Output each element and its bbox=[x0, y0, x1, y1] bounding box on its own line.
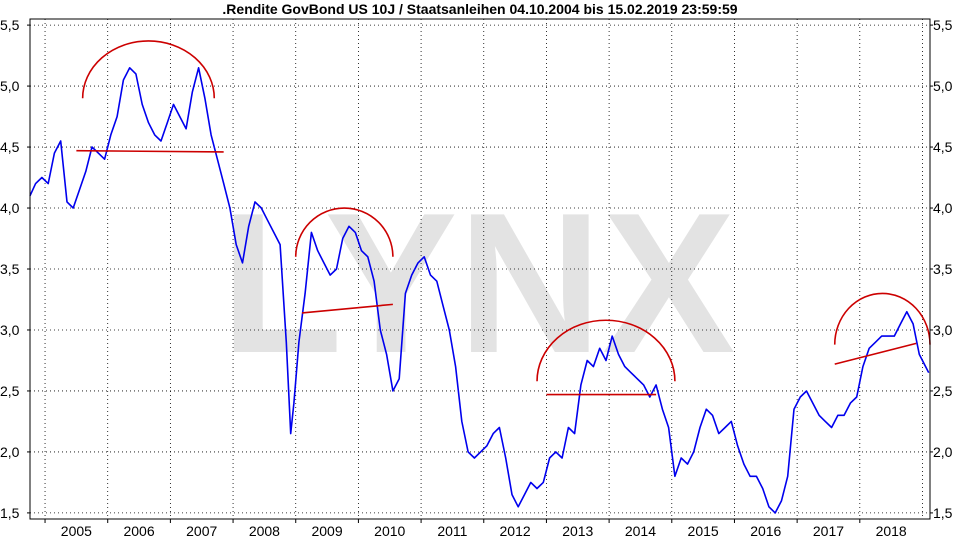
y-tick-label-right: 5,5 bbox=[933, 17, 953, 33]
y-tick-label-left: 2,5 bbox=[0, 383, 20, 399]
y-tick-label-left: 4,0 bbox=[0, 200, 20, 216]
y-tick-label-right: 3,5 bbox=[933, 261, 953, 277]
y-tick-label-right: 2,5 bbox=[933, 383, 953, 399]
axis-labels: 1,5 1,5 2,0 2,0 2,5 2,5 3,0 3,0 3,5 3,5 4,0 4,0 4,5 4… bbox=[0, 17, 953, 539]
annotation-line bbox=[301, 303, 393, 314]
annotations bbox=[76, 40, 931, 396]
series-layer bbox=[29, 67, 930, 514]
yield-series-line bbox=[29, 67, 930, 514]
y-tick-label-left: 3,0 bbox=[0, 322, 20, 338]
x-tick-label: 2011 bbox=[437, 523, 467, 539]
y-tick-label-left: 5,0 bbox=[0, 78, 20, 94]
y-tick-label-right: 4,5 bbox=[933, 139, 953, 155]
x-tick-label: 2010 bbox=[374, 523, 405, 539]
x-tick-label: 2016 bbox=[750, 523, 781, 539]
y-tick-label-right: 1,5 bbox=[933, 505, 953, 521]
annotation-line bbox=[76, 149, 224, 153]
annotation-arc bbox=[833, 292, 931, 345]
x-tick-label: 2015 bbox=[688, 523, 719, 539]
y-tick-label-right: 5,0 bbox=[933, 78, 953, 94]
annotation-line bbox=[834, 342, 917, 365]
chart-title: .Rendite GovBond US 10J / Staatsanleihen… bbox=[222, 1, 738, 17]
y-tick-label-right: 3,0 bbox=[933, 322, 953, 338]
annotation-arc bbox=[536, 319, 676, 382]
plot-frame bbox=[29, 18, 931, 520]
x-tick-label: 2013 bbox=[562, 523, 593, 539]
y-tick-label-left: 5,5 bbox=[0, 17, 20, 33]
x-tick-label: 2017 bbox=[813, 523, 844, 539]
x-tick-label: 2006 bbox=[123, 523, 154, 539]
x-tick-label: 2007 bbox=[186, 523, 217, 539]
x-tick-label: 2009 bbox=[311, 523, 342, 539]
x-tick-label: 2012 bbox=[500, 523, 531, 539]
annotation-arc bbox=[81, 40, 216, 99]
y-tick-label-left: 3,5 bbox=[0, 261, 20, 277]
y-tick-label-left: 2,0 bbox=[0, 444, 20, 460]
x-tick-label: 2005 bbox=[61, 523, 92, 539]
x-tick-label: 2018 bbox=[876, 523, 907, 539]
y-tick-label-left: 1,5 bbox=[0, 505, 20, 521]
y-tick-label-right: 4,0 bbox=[933, 200, 953, 216]
y-tick-label-right: 2,0 bbox=[933, 444, 953, 460]
x-tick-label: 2014 bbox=[625, 523, 656, 539]
y-tick-label-left: 4,5 bbox=[0, 139, 20, 155]
x-tick-label: 2008 bbox=[249, 523, 280, 539]
annotation-arc bbox=[294, 207, 394, 257]
